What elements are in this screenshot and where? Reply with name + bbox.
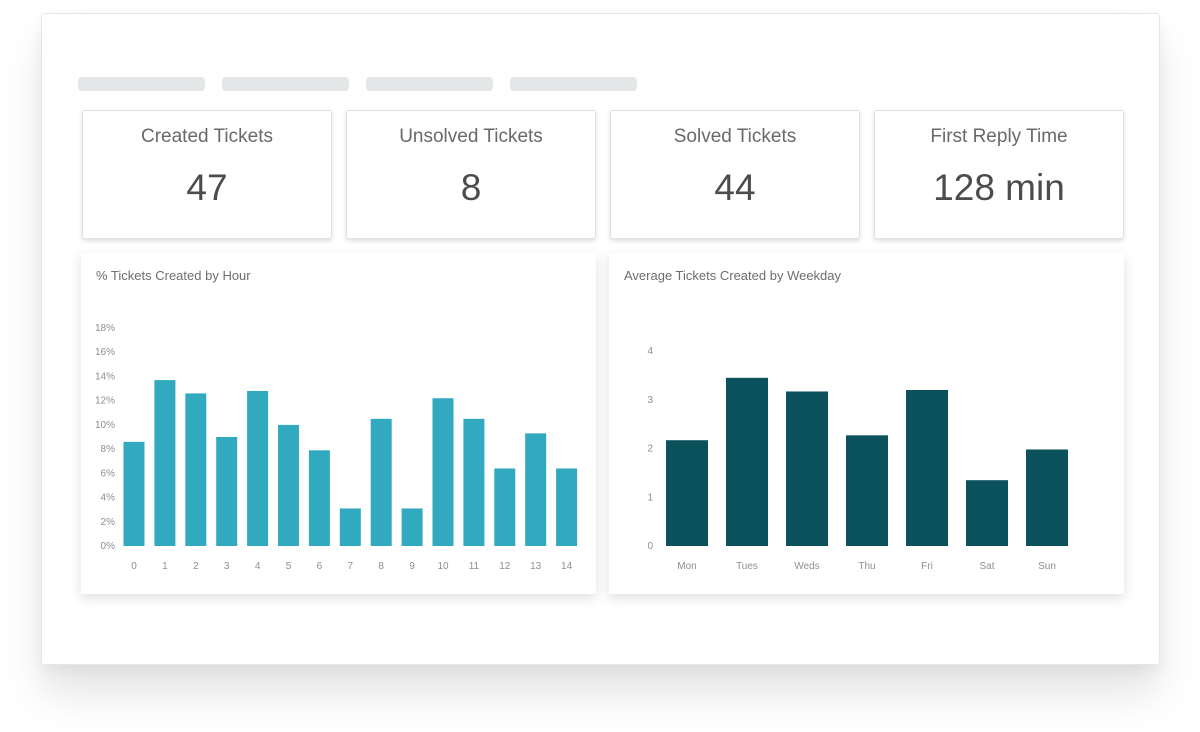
bar-mon[interactable] bbox=[666, 440, 708, 546]
chart-title: % Tickets Created by Hour bbox=[96, 268, 251, 283]
tab-placeholder-3[interactable] bbox=[366, 77, 493, 91]
chart-tickets-by-weekday: 0 1 2 3 4 Mon Tues Weds Thu Fri Sat Sun bbox=[647, 346, 1068, 572]
stat-card-solved-tickets: Solved Tickets 44 bbox=[610, 110, 860, 239]
chart-title: Average Tickets Created by Weekday bbox=[624, 268, 842, 283]
x-tick-label: Tues bbox=[736, 561, 758, 572]
tab-placeholder-1[interactable] bbox=[78, 77, 205, 91]
bar-11[interactable] bbox=[463, 418, 485, 546]
x-tick-label: 11 bbox=[469, 561, 480, 572]
x-tick-label: 14 bbox=[561, 561, 573, 572]
x-tick-label: 1 bbox=[162, 561, 168, 572]
bar-fri[interactable] bbox=[906, 390, 948, 546]
stat-value: 8 bbox=[460, 167, 482, 208]
x-tick-label: Mon bbox=[677, 561, 696, 572]
y-tick-label: 10% bbox=[95, 420, 115, 431]
x-tick-label: 0 bbox=[131, 561, 137, 572]
y-tick-label: 0% bbox=[101, 541, 116, 552]
bar-7[interactable] bbox=[339, 508, 361, 546]
stat-value: 128 min bbox=[933, 167, 1065, 208]
bar-1[interactable] bbox=[154, 380, 176, 546]
bar-sat[interactable] bbox=[966, 480, 1008, 546]
x-tick-label: Fri bbox=[921, 561, 933, 572]
stat-card-unsolved-tickets: Unsolved Tickets 8 bbox=[346, 110, 596, 239]
x-tick-label: Weds bbox=[794, 561, 819, 572]
y-tick-label: 1 bbox=[647, 492, 653, 503]
x-tick-label: 4 bbox=[255, 561, 261, 572]
bar-9[interactable] bbox=[401, 508, 423, 546]
bar-weds[interactable] bbox=[786, 391, 828, 546]
tab-placeholder-2[interactable] bbox=[222, 77, 349, 91]
tab-placeholder-4[interactable] bbox=[510, 77, 637, 91]
y-tick-label: 4% bbox=[101, 493, 116, 504]
bar-14[interactable] bbox=[556, 468, 578, 546]
stat-card-created-tickets: Created Tickets 47 bbox=[82, 110, 332, 239]
stat-value: 47 bbox=[186, 167, 228, 208]
x-tick-label: 8 bbox=[378, 561, 384, 572]
bar-tues[interactable] bbox=[726, 377, 768, 546]
y-tick-label: 18% bbox=[95, 323, 115, 334]
chart-tickets-by-hour: 0%2%4%6%8%10%12%14%16%18%0 1 2 3 4 5 6 7 8 9 10 11 1… bbox=[95, 323, 578, 572]
x-tick-label: 2 bbox=[193, 561, 199, 572]
bar-10[interactable] bbox=[432, 398, 454, 546]
y-tick-label: 2% bbox=[101, 517, 116, 528]
stat-label: First Reply Time bbox=[930, 126, 1068, 147]
bar-13[interactable] bbox=[525, 433, 547, 546]
bar-3[interactable] bbox=[216, 437, 238, 546]
bar-5[interactable] bbox=[278, 424, 299, 546]
x-tick-label: 13 bbox=[530, 561, 542, 572]
y-tick-label: 2 bbox=[647, 444, 653, 455]
x-tick-label: 3 bbox=[224, 561, 230, 572]
y-tick-label: 12% bbox=[95, 396, 115, 407]
bar-12[interactable] bbox=[494, 468, 516, 546]
chart-card-tickets-by-hour: % Tickets Created by Hour 0% 2% 4% 6% 8% 10% 1… bbox=[81, 253, 596, 594]
bar-6[interactable] bbox=[308, 450, 330, 546]
y-tick-label: 16% bbox=[95, 347, 115, 358]
x-tick-label: 12 bbox=[499, 561, 511, 572]
x-tick-label: Sat bbox=[979, 561, 994, 572]
x-tick-label: Sun bbox=[1038, 561, 1056, 572]
y-tick-label: 8% bbox=[101, 444, 116, 455]
bar-0[interactable] bbox=[123, 441, 145, 546]
x-tick-label: 10 bbox=[437, 561, 449, 572]
y-tick-label: 6% bbox=[101, 468, 116, 479]
stat-card-first-reply-time: First Reply Time 128 min bbox=[874, 110, 1124, 239]
y-tick-label: 3 bbox=[647, 395, 653, 406]
y-tick-label: 0 bbox=[647, 541, 653, 552]
bar-sun[interactable] bbox=[1026, 449, 1068, 546]
bar-8[interactable] bbox=[370, 418, 392, 546]
y-tick-label: 4 bbox=[647, 346, 653, 357]
bar-thu[interactable] bbox=[846, 435, 888, 546]
x-tick-label: 5 bbox=[286, 561, 292, 572]
stat-label: Solved Tickets bbox=[673, 126, 797, 147]
x-tick-label: 9 bbox=[409, 561, 415, 572]
x-tick-label: Thu bbox=[858, 561, 875, 572]
x-tick-label: 7 bbox=[348, 561, 354, 572]
x-tick-label: 6 bbox=[317, 561, 323, 572]
chart-card-tickets-by-weekday: Average Tickets Created by Weekday 0 1 2 3 4… bbox=[609, 253, 1124, 594]
stat-label: Created Tickets bbox=[141, 126, 273, 147]
bar-2[interactable] bbox=[185, 393, 207, 546]
stat-label: Unsolved Tickets bbox=[399, 126, 543, 147]
y-tick-label: 14% bbox=[95, 371, 115, 382]
stat-value: 44 bbox=[714, 167, 756, 208]
bar-4[interactable] bbox=[247, 390, 269, 546]
